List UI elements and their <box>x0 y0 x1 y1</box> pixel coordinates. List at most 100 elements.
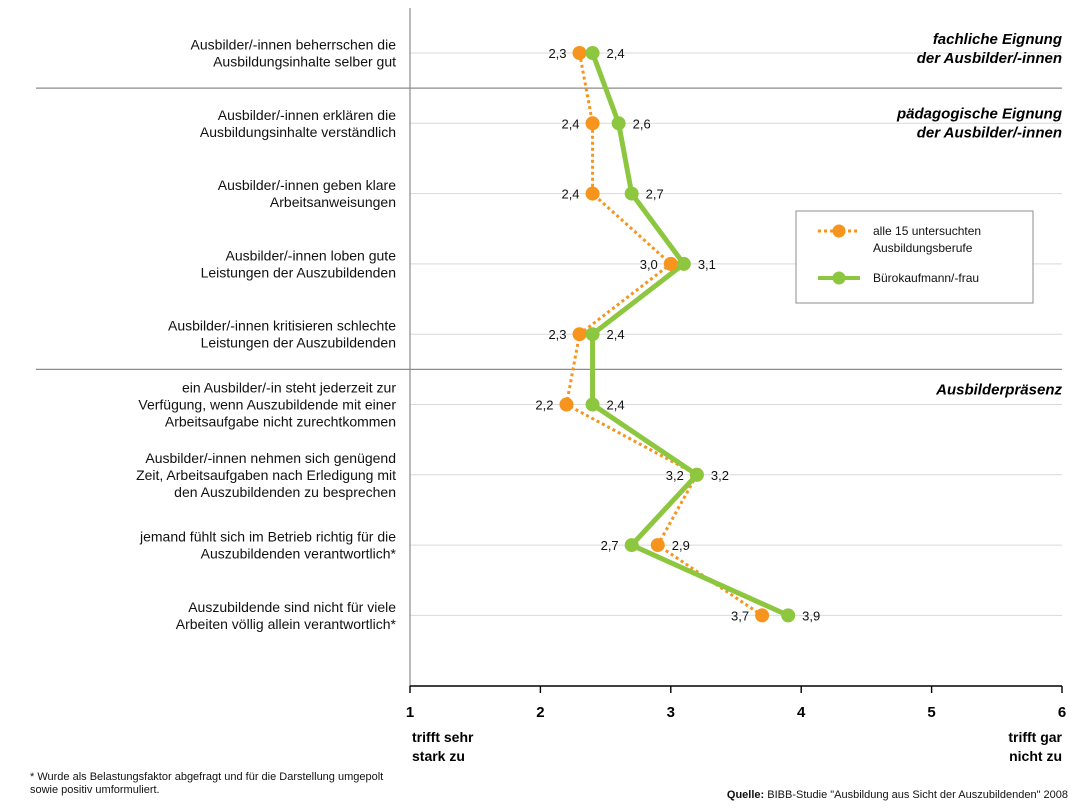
data-label-all-professions: 2,4 <box>561 187 579 202</box>
category-label: Ausbilder/-innen beherrschen die Ausbildu… <box>191 37 397 70</box>
data-label-all-professions: 2,3 <box>548 46 566 61</box>
data-label-buerokaufmann: 2,4 <box>607 327 625 342</box>
data-label-buerokaufmann: 2,7 <box>601 538 619 553</box>
point-buerokaufmann <box>624 186 639 201</box>
category-label-line: Arbeiten völlig allein verantwortlich* <box>176 616 397 632</box>
section-label-line: fachliche Eignung <box>933 31 1062 48</box>
category-label: jemand fühlt sich im Betrieb richtig für… <box>139 529 397 562</box>
data-label-all-professions: 3,7 <box>731 608 749 623</box>
category-label-line: ein Ausbilder/-in steht jederzeit zur <box>182 380 396 396</box>
x-tick-label: 3 <box>667 704 675 721</box>
category-label: Ausbilder/-innen geben klare Arbeitsanwei… <box>218 177 396 210</box>
category-label: Ausbilder/-innen erklären die Ausbildungs… <box>200 107 396 140</box>
data-label-buerokaufmann: 3,2 <box>711 468 729 483</box>
data-label-buerokaufmann: 3,9 <box>802 608 820 623</box>
category-label: Ausbilder/-innen nehmen sich genügend Zei… <box>136 450 396 500</box>
data-label-all-professions: 3,0 <box>640 257 658 272</box>
grid-lines <box>410 52 1062 616</box>
section-label: Ausbilderpräsenz <box>935 382 1062 399</box>
category-label: ein Ausbilder/-in steht jederzeit zur Ver… <box>138 380 396 430</box>
category-labels: Ausbilder/-innen beherrschen die Ausbildu… <box>136 37 396 632</box>
scale-right-label-line: trifft gar <box>1008 729 1062 745</box>
category-label-line: Ausbilder/-innen nehmen sich genügend <box>145 450 396 466</box>
data-label-all-professions: 2,4 <box>561 116 579 131</box>
x-tick-label: 5 <box>927 704 935 721</box>
section-separators <box>36 87 1062 370</box>
category-label-line: Ausbilder/-innen beherrschen die <box>191 37 397 53</box>
legend-swatch-marker <box>832 271 846 285</box>
category-label-line: Ausbilder/-innen erklären die <box>218 107 396 123</box>
data-series <box>559 46 796 623</box>
legend-entry: Bürokaufmann/-frau <box>873 271 979 285</box>
section-label: fachliche Eignung der Ausbilder/-innen <box>917 31 1062 67</box>
scale-right-label-line: nicht zu <box>1009 748 1062 764</box>
category-label-line: Leistungen der Auszubildenden <box>201 264 396 280</box>
point-buerokaufmann <box>624 538 639 553</box>
point-all-professions <box>755 608 770 623</box>
x-tick-label: 6 <box>1058 704 1066 721</box>
point-all-professions <box>572 46 587 60</box>
point-buerokaufmann <box>585 46 600 60</box>
data-label-buerokaufmann: 2,4 <box>607 46 625 61</box>
category-label-line: Auszubildenden verantwortlich* <box>201 546 397 562</box>
point-buerokaufmann <box>585 327 600 342</box>
category-label-line: Zeit, Arbeitsaufgaben nach Erledigung mi… <box>136 467 396 483</box>
section-label-line: der Ausbilder/-innen <box>917 124 1062 141</box>
category-label-line: Ausbilder/-innen loben gute <box>226 247 397 263</box>
data-label-buerokaufmann: 2,4 <box>607 398 625 413</box>
legend-entry-line: alle 15 untersuchten <box>873 224 981 238</box>
point-all-professions <box>559 397 574 412</box>
category-label-line: jemand fühlt sich im Betrieb richtig für… <box>139 529 396 545</box>
section-label-line: Ausbilderpräsenz <box>935 382 1062 399</box>
x-tick-label: 1 <box>406 704 414 721</box>
point-all-professions <box>585 186 600 201</box>
point-all-professions <box>585 116 600 131</box>
point-buerokaufmann <box>611 116 626 131</box>
legend-entry-line: Ausbildungsberufe <box>873 241 973 255</box>
category-label-line: Auszubildende sind nicht für viele <box>188 599 396 615</box>
category-label: Ausbilder/-innen kritisieren schlechte Le… <box>168 318 396 351</box>
category-label-line: Ausbilder/-innen kritisieren schlechte <box>168 318 396 334</box>
point-all-professions <box>663 256 678 271</box>
legend-swatch-marker <box>832 224 846 238</box>
section-label: pädagogische Eignung der Ausbilder/-innen <box>896 105 1062 141</box>
category-label-line: Arbeitsaufgabe nicht zurechtkommen <box>165 414 396 430</box>
category-label-line: Ausbildungsinhalte selber gut <box>213 54 396 70</box>
data-label-buerokaufmann: 2,6 <box>633 116 651 131</box>
point-buerokaufmann <box>781 608 796 623</box>
source-text: BIBB-Studie "Ausbildung aus Sicht der Au… <box>767 789 1068 801</box>
x-tick-label: 4 <box>797 704 806 721</box>
category-label-line: Leistungen der Auszubildenden <box>201 335 396 351</box>
point-all-professions <box>572 327 587 342</box>
category-label-line: Verfügung, wenn Auszubildende mit einer <box>138 397 396 413</box>
legend-entry: alle 15 untersuchten Ausbildungsberufe <box>873 224 981 255</box>
section-label-line: der Ausbilder/-innen <box>917 50 1062 67</box>
data-label-all-professions: 3,2 <box>666 468 684 483</box>
category-label-line: Arbeitsanweisungen <box>270 194 396 210</box>
source-label: Quelle: <box>726 789 765 801</box>
axes <box>409 8 1062 687</box>
scale-left-label: trifft sehr stark zu <box>412 729 474 764</box>
legend: alle 15 untersuchten Ausbildungsberufe Bür… <box>795 210 1034 304</box>
scale-left-label-line: trifft sehr <box>412 729 474 745</box>
legend-entry-line: Bürokaufmann/-frau <box>873 271 979 285</box>
data-label-all-professions: 2,3 <box>548 327 566 342</box>
point-buerokaufmann <box>689 467 704 482</box>
category-label-line: Ausbilder/-innen geben klare <box>218 177 396 193</box>
data-label-all-professions: 2,9 <box>672 538 690 553</box>
scale-left-label-line: stark zu <box>412 748 465 764</box>
source-note: Quelle: BIBB-Studie "Ausbildung aus Sich… <box>727 789 1068 802</box>
point-all-professions <box>650 538 665 553</box>
footnote: * Wurde als Belastungsfaktor abgefragt u… <box>30 771 384 796</box>
x-tick-label: 2 <box>536 704 544 721</box>
section-label-line: pädagogische Eignung <box>896 105 1062 122</box>
category-label: Auszubildende sind nicht für viele Arbeit… <box>176 599 397 632</box>
x-axis-ticks: 1 2 3 4 5 6 trifft sehr stark zu trifft gar nicht… <box>406 686 1066 764</box>
data-label-buerokaufmann: 3,1 <box>698 257 716 272</box>
category-label: Ausbilder/-innen loben gute Leistungen de… <box>201 247 397 280</box>
category-label-line: den Auszubildenden zu besprechen <box>174 484 396 500</box>
data-label-all-professions: 2,2 <box>535 398 553 413</box>
point-buerokaufmann <box>585 397 600 412</box>
point-buerokaufmann <box>676 256 691 271</box>
